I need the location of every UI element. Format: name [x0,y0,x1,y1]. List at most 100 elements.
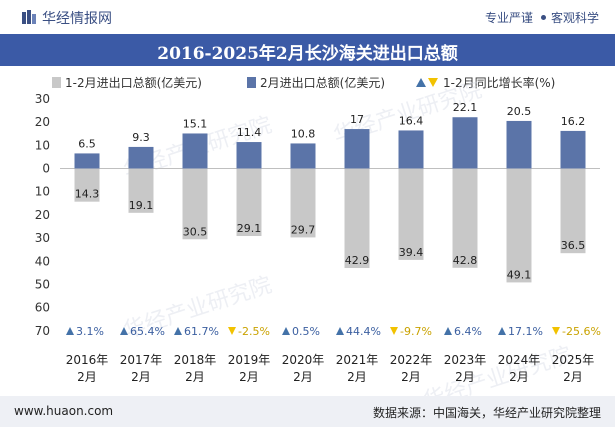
tagline-2: 客观科学 [550,11,599,25]
x-tick-label: 2月 [401,370,421,384]
growth-up-marker [498,327,506,335]
x-tick-label: 2月 [509,370,529,384]
brand-name: 华经情报网 [42,11,112,27]
growth-up-marker [282,327,290,335]
data-label-feb: 11.4 [237,126,262,139]
bar-total [560,168,586,254]
legend-item-feb: 2月进出口总额(亿美元) [247,74,385,91]
x-tick-label: 2023年 [444,353,487,367]
x-tick-label: 2月 [293,370,313,384]
chart-title: 2016-2025年2月长沙海关进出口总额 [157,44,458,64]
growth-label: 0.5% [292,325,320,338]
x-tick-label: 2022年 [390,353,433,367]
footer-bar [0,396,615,427]
growth-label: 44.4% [346,325,381,338]
bar-total [182,168,208,240]
bar-feb [560,130,586,169]
bar-total [74,168,100,202]
growth-down-marker [552,327,560,335]
bar-total [236,168,262,237]
growth-up-marker [120,327,128,335]
x-tick-label: 2025年 [552,353,595,367]
data-label-total: 29.7 [291,223,316,236]
y-tick-label: 20 [35,115,50,129]
x-tick-label: 2019年 [228,353,271,367]
chart-area: 30 20 10 0 10 20 30 40 50 60 70 6.5 14.3 3.1% 2016年 2月 9… [35,92,601,384]
growth-label: -2.5% [238,325,270,338]
y-tick-label: 30 [35,92,50,106]
triangle-up-icon [416,78,426,87]
growth-label: -25.6% [562,325,601,338]
legend-item-total: 1-2月进出口总额(亿美元) [52,74,202,91]
growth-label: 65.4% [130,325,165,338]
x-tick-label: 2021年 [336,353,379,367]
bar-total [398,168,424,260]
y-tick-label: 20 [35,208,50,222]
bar-feb [506,120,532,169]
bar-feb [128,146,154,169]
bar-feb [290,143,316,169]
data-label-feb: 17 [350,113,364,126]
data-label-feb: 20.5 [507,105,532,118]
y-tick-label: 60 [35,301,50,315]
growth-label: 61.7% [184,325,219,338]
tagline-1: 专业严谨 [484,11,533,25]
growth-up-marker [444,327,452,335]
bar-feb [74,153,100,169]
x-tick-label: 2月 [563,370,583,384]
bar-feb [236,142,262,169]
y-tick-label: 40 [35,254,50,268]
x-tick-label: 2月 [77,370,97,384]
x-tick-label: 2月 [185,370,205,384]
data-label-total: 14.3 [75,188,100,201]
y-tick-label: 30 [35,231,50,245]
data-label-total: 39.4 [399,246,424,259]
growth-down-marker [228,327,236,335]
growth-down-marker [390,327,398,335]
data-label-total: 42.8 [453,254,478,267]
bar-feb [182,133,208,169]
legend-label-total: 1-2月进出口总额(亿美元) [65,76,202,90]
data-label-feb: 22.1 [453,101,478,114]
data-label-total: 36.5 [561,239,586,252]
data-label-total: 29.1 [237,222,262,235]
growth-label: 17.1% [508,325,543,338]
top-bar: 华经情报网 专业严谨 客观科学 [0,0,615,34]
data-label-feb: 10.8 [291,127,316,140]
growth-label: 3.1% [76,325,104,338]
data-label-total: 42.9 [345,254,370,267]
tagline: 专业严谨 客观科学 [485,9,599,26]
x-tick-label: 2月 [347,370,367,384]
data-source: 数据来源：中国海关，华经产业研究院整理 [372,406,601,420]
legend-label-feb: 2月进出口总额(亿美元) [260,76,385,90]
logo-icon [22,10,36,24]
data-label-total: 19.1 [129,199,154,212]
site-url[interactable]: www.huaon.com [14,404,114,418]
data-label-total: 49.1 [507,268,532,281]
x-tick-label: 2月 [131,370,151,384]
y-tick-label: 0 [42,162,50,176]
x-tick-label: 2月 [239,370,259,384]
dot-icon [540,15,546,20]
data-label-total: 30.5 [183,225,208,238]
bar-feb [344,129,370,169]
bar-total [344,168,370,269]
legend-swatch-feb [247,77,256,88]
title-band [0,34,615,66]
legend-label-growth: 1-2月同比增长率(%) [443,76,556,90]
legend-item-growth: 1-2月同比增长率(%) [416,74,555,91]
data-label-feb: 16.2 [561,115,586,128]
growth-up-marker [336,327,344,335]
data-label-feb: 6.5 [78,137,96,150]
bar-total [128,168,154,213]
growth-up-marker [66,327,74,335]
y-tick-label: 50 [35,278,50,292]
bar-total [452,168,478,268]
y-tick-label: 10 [35,138,50,152]
triangle-down-icon [428,78,438,87]
growth-up-marker [174,327,182,335]
growth-label: 6.4% [454,325,482,338]
legend: 1-2月进出口总额(亿美元) 2月进出口总额(亿美元) 1-2月同比增长率(%) [0,74,615,90]
x-tick-label: 2月 [455,370,475,384]
x-tick-label: 2024年 [498,353,541,367]
